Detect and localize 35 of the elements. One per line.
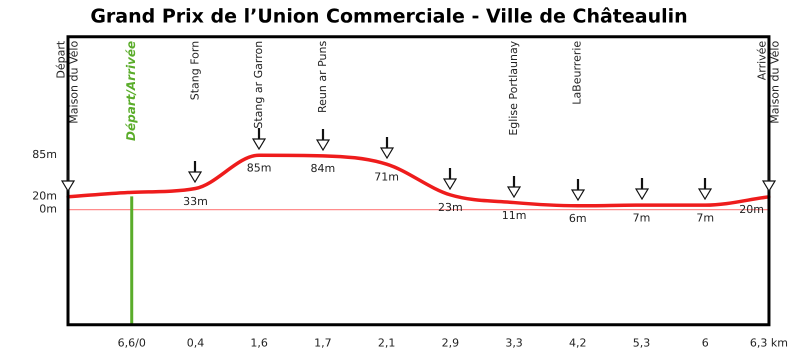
x-tick-label: 6,6/0 [118,336,146,350]
annotation: Stang Forn [188,40,202,100]
x-tick-label: 4,2 [569,336,587,350]
data-label: 7m [632,211,650,224]
chart-title: Grand Prix de l’Union Commerciale - Ville de Châteaulin [90,5,688,28]
data-label: 84m [310,162,336,176]
annotation: Maison du Vélo [768,40,782,124]
x-tick-label: 5,3 [632,336,650,350]
data-label: 33m [183,194,208,208]
data-label: 11m [502,208,526,222]
data-label: 6m [568,212,587,226]
x-tick-label: 2,1 [378,336,396,350]
data-label: 7m [696,211,714,224]
x-tick-label: 1,6 [250,336,268,350]
annotation: Stang ar Garron [252,40,266,129]
x-tick-label: 6,3 km [750,336,788,350]
data-label: 20m [739,203,764,216]
ref-line-label: Départ/Arrivée [124,40,138,141]
annotation: Maison du Vélo [67,40,80,124]
text: Départ [54,40,68,79]
data-label: 23m [438,201,463,214]
data-label: 71m [374,170,399,184]
annotation: Eglise Portlaunay [506,40,520,136]
y-tick-label: 85m [32,148,57,162]
data-label: 85m [246,162,272,175]
annotation: Reun ar Puns [316,40,329,114]
x-tick-label: 3,3 [505,336,523,350]
annotation: LaBeurrerie [570,40,584,105]
y-tick-label: 0m [39,202,57,216]
x-tick-label: 1,7 [314,336,332,350]
x-tick-label: 6 [702,336,709,350]
x-tick-label: 2,9 [442,336,460,350]
x-tick-label: 0,4 [186,336,204,350]
y-tick-label: 20m [32,190,57,203]
annotation: Arrivée [755,40,768,80]
